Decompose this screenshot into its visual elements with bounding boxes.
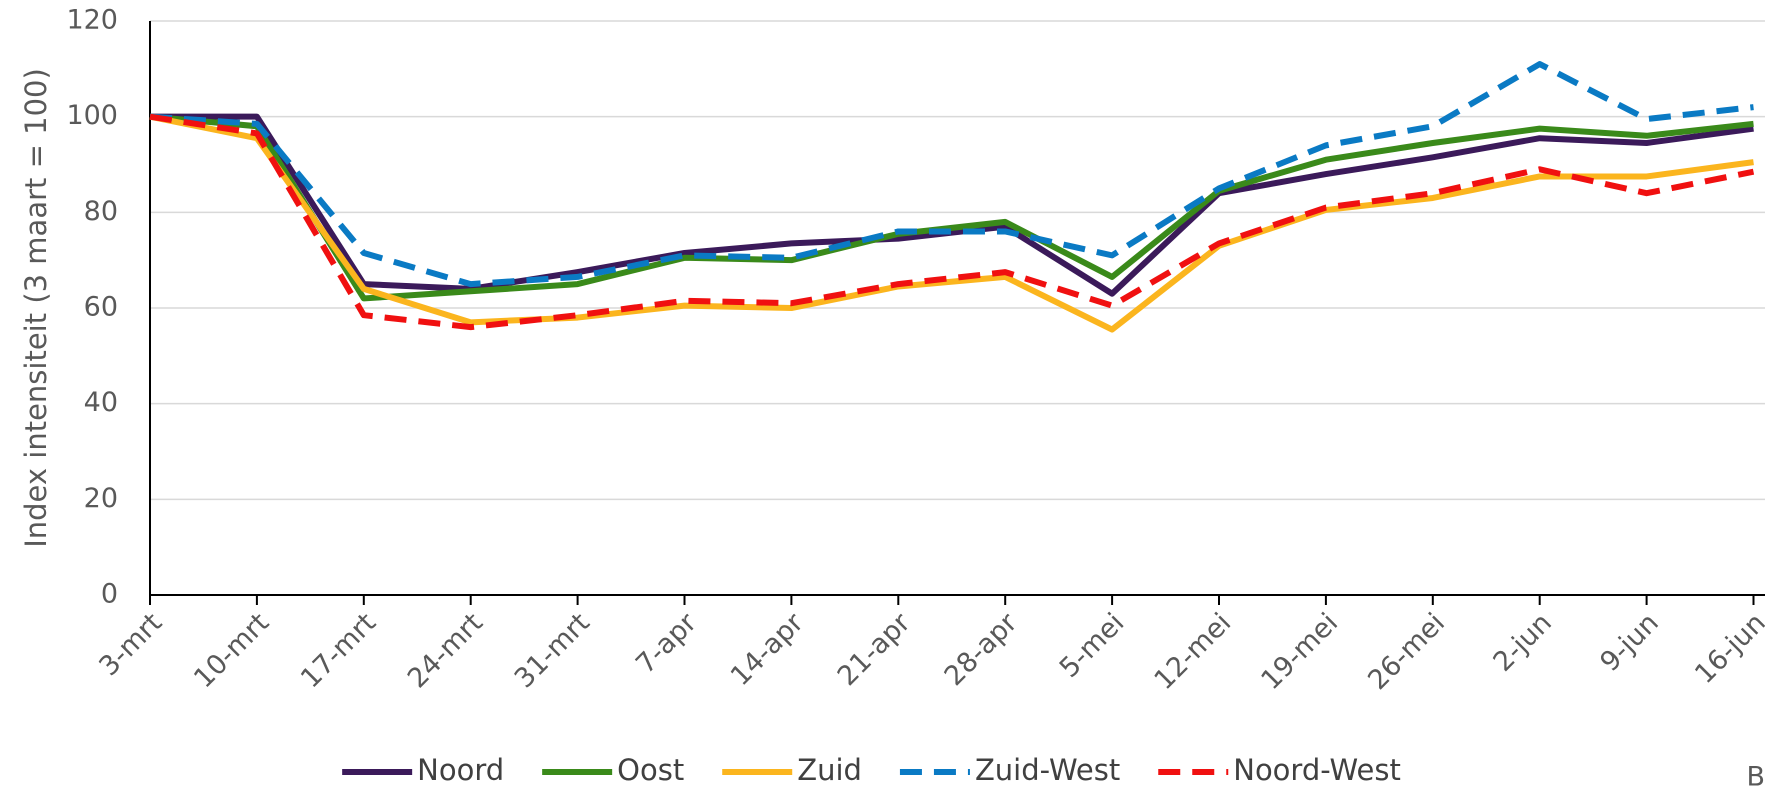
x-tick-label: 3-mrt — [93, 607, 168, 682]
series-line — [149, 113, 1754, 333]
legend-label: Noord-West — [1233, 753, 1401, 787]
x-tick-label: 21-apr — [832, 607, 917, 692]
y-tick-label: 100 — [66, 100, 118, 131]
y-tick-label: 120 — [66, 5, 118, 36]
y-tick-label: 80 — [84, 196, 118, 227]
legend-label: Zuid — [797, 753, 862, 787]
y-tick-label: 40 — [84, 387, 118, 418]
x-tick-label: 16-jun — [1689, 607, 1765, 690]
x-tick-label: 9-jun — [1594, 607, 1664, 677]
legend-label: Noord — [417, 753, 504, 787]
legend-label: Oost — [617, 753, 684, 787]
x-tick-label: 14-apr — [725, 607, 810, 692]
y-tick-label: 60 — [84, 292, 118, 323]
note: B — [1746, 762, 1765, 789]
series-line — [150, 113, 1754, 297]
series-line — [149, 113, 1755, 331]
x-tick-label: 28-apr — [939, 607, 1024, 692]
legend: Noord Oost Zuid Zuid-West Noord-West — [342, 753, 1401, 787]
x-tick-label: 10-mrt — [188, 607, 275, 694]
x-tick-label: 19-mei — [1255, 607, 1344, 696]
y-tick-label: 0 — [101, 579, 118, 610]
x-tick-label: 5-mei — [1054, 607, 1131, 684]
legend-label: Zuid-West — [975, 753, 1120, 787]
series-line — [149, 61, 1754, 288]
x-tick-label: 26-mei — [1362, 607, 1451, 696]
x-tick-label: 2-jun — [1487, 607, 1557, 677]
x-tick-label: 24-mrt — [402, 607, 489, 694]
x-tick-label: 31-mrt — [509, 607, 596, 694]
series-line — [149, 113, 1754, 302]
x-tick-label: 12-mei — [1149, 607, 1238, 696]
y-axis-label: Index intensiteit (3 maart = 100) — [19, 68, 53, 548]
y-tick-label: 20 — [84, 483, 118, 514]
x-tick-label: 7-apr — [630, 607, 703, 680]
x-tick-label: 17-mrt — [295, 607, 382, 694]
